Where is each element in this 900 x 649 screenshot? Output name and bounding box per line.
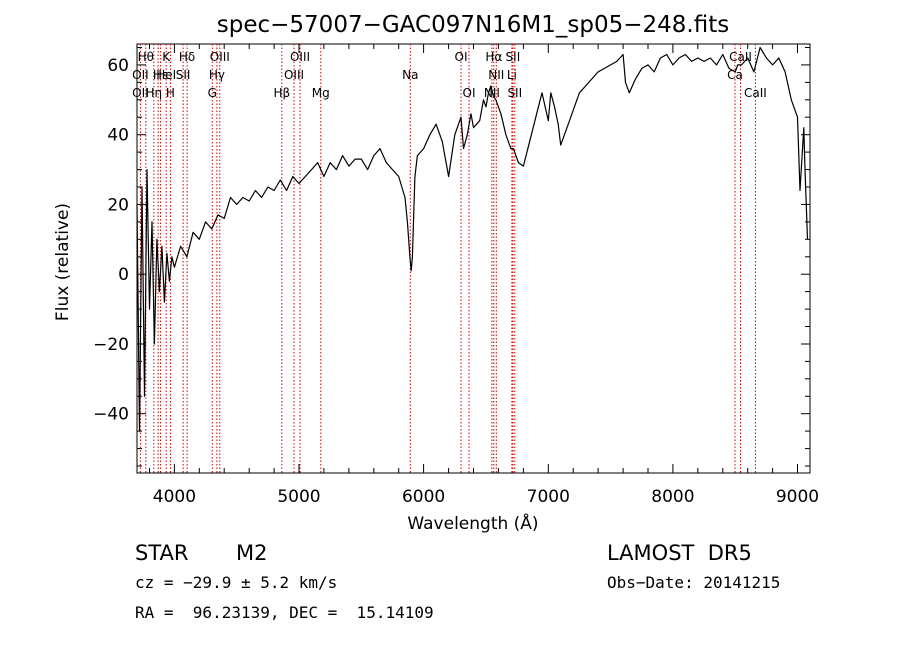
line-label: Hα	[485, 50, 502, 64]
line-label: NII	[488, 68, 504, 82]
line-label: OIII	[210, 50, 230, 64]
spectrum-series	[136, 46, 809, 432]
line-label: Hδ	[179, 50, 195, 64]
y-tick-label: 0	[118, 265, 129, 285]
line-label: Mg	[312, 86, 330, 100]
object-class: STAR	[135, 541, 189, 565]
line-label: SII	[506, 50, 521, 64]
line-label: CaII	[744, 86, 767, 100]
line-label: OII	[132, 68, 149, 82]
line-label: HeI	[156, 68, 176, 82]
redshift-cz: cz = −29.9 ± 5.2 km/s	[135, 573, 338, 592]
axis-ticks: 4000 5000 6000 7000 8000 9000 −40 −20 0 20 40 60	[93, 44, 819, 507]
line-label: Ca	[727, 68, 743, 82]
line-label: Li	[507, 68, 517, 82]
line-label: OIII	[284, 68, 304, 82]
line-label: H	[166, 86, 175, 100]
x-tick-label: 6000	[402, 487, 445, 507]
x-tick-label: 7000	[527, 487, 570, 507]
x-tick-label: 8000	[651, 487, 694, 507]
x-tick-label: 4000	[153, 487, 196, 507]
line-label: CaII	[729, 50, 752, 64]
line-label: Na	[402, 68, 418, 82]
x-tick-label: 5000	[277, 487, 320, 507]
survey-name: LAMOST DR5	[607, 541, 752, 565]
line-label: Hγ	[209, 68, 225, 82]
y-tick-label: 40	[107, 126, 129, 146]
y-tick-label: −20	[93, 335, 129, 355]
line-label: SII	[176, 68, 191, 82]
line-label: OI	[455, 50, 468, 64]
line-label: OI	[463, 86, 476, 100]
line-label: Hθ	[138, 50, 154, 64]
y-tick-label: −40	[93, 405, 129, 425]
y-tick-label: 20	[107, 195, 129, 215]
ra-dec: RA = 96.23139, DEC = 15.14109	[135, 603, 434, 622]
line-label: Hβ	[273, 86, 290, 100]
obs-date: Obs−Date: 20141215	[607, 573, 781, 592]
x-tick-label: 9000	[776, 487, 819, 507]
object-subclass: M2	[236, 541, 268, 565]
x-axis-label: Wavelength (Å)	[407, 512, 538, 534]
plot-frame	[136, 43, 811, 474]
chart-title: spec−57007−GAC097N16M1_sp05−248.fits	[217, 12, 729, 38]
y-tick-label: 60	[107, 56, 129, 76]
line-label: SII	[507, 86, 522, 100]
line-label: K	[162, 50, 171, 64]
line-label: OII	[132, 86, 149, 100]
line-label: Hε	[153, 68, 169, 82]
spectral-line-markers	[139, 44, 756, 473]
spectrum-line	[136, 46, 809, 432]
line-label: Hη	[145, 86, 162, 100]
line-label: OIII	[290, 50, 310, 64]
line-label: G	[208, 86, 217, 100]
y-axis-label: Flux (relative)	[53, 203, 73, 321]
